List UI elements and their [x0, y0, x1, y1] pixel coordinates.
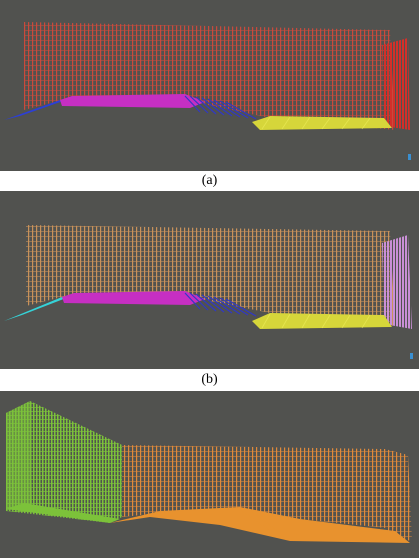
- stair-points-a: [184, 95, 257, 120]
- point-cloud-view-a: [0, 0, 419, 171]
- end-wall-points-a: [382, 38, 410, 130]
- wall-points-a: [24, 22, 395, 130]
- end-block-points-c: [385, 449, 412, 541]
- platform-points-a: [60, 94, 205, 108]
- left-ramp-points-a: [4, 98, 72, 120]
- point-cloud-a-canvas: [4, 22, 411, 160]
- wall-points-c: [122, 445, 395, 529]
- point-cloud-view-b: [0, 191, 419, 369]
- point-cloud-c-canvas: [6, 401, 412, 543]
- right-floor-points-a: [252, 116, 392, 130]
- floor-points-c: [110, 507, 410, 543]
- caption-b: (b): [201, 372, 218, 387]
- left-ramp-points-b: [4, 295, 74, 321]
- platform-points-b: [62, 291, 205, 305]
- wall-points-b: [26, 225, 395, 326]
- axis-marker-b: [410, 353, 413, 359]
- point-cloud-b-canvas: [4, 225, 413, 359]
- axis-marker-a: [408, 154, 411, 160]
- caption-a: (a): [201, 173, 218, 188]
- stair-points-b: [184, 292, 257, 317]
- left-block-points-c: [6, 401, 122, 523]
- end-wall-points-b: [382, 235, 412, 329]
- point-cloud-view-c: [0, 391, 419, 558]
- right-floor-points-b: [252, 313, 392, 329]
